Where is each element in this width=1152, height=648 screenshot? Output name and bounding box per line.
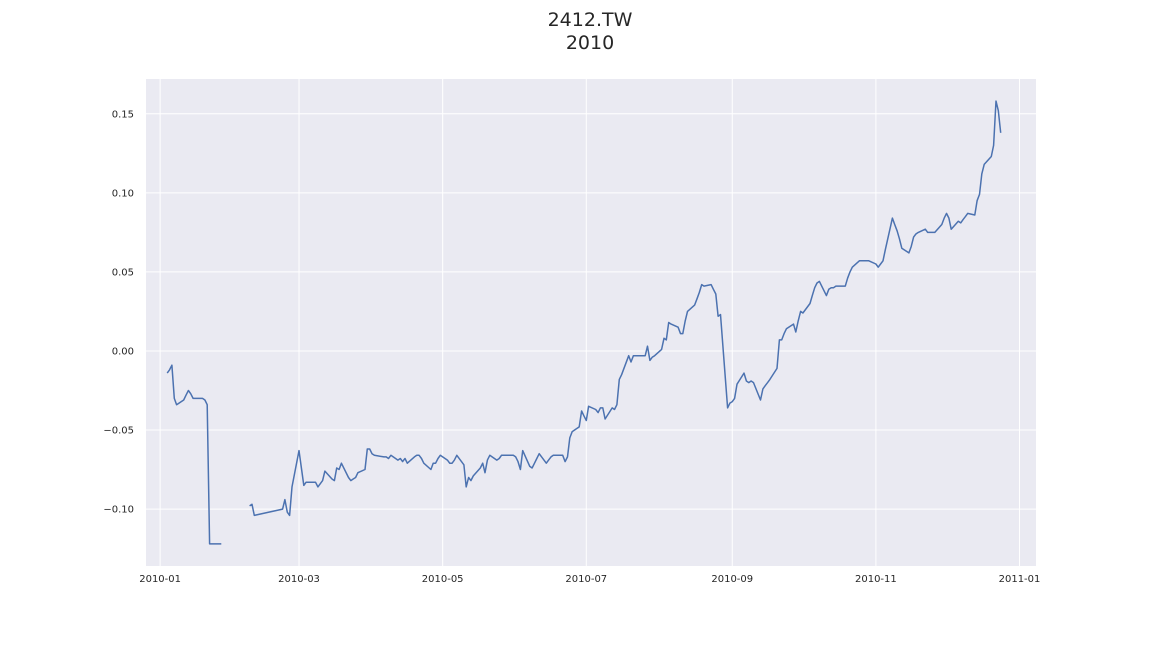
series-line <box>249 100 1002 517</box>
series-line <box>166 364 222 545</box>
y-tick-label: −0.10 <box>103 505 134 516</box>
chart-title: 2412.TW <box>547 9 633 31</box>
x-tick-label: 2010-05 <box>422 574 464 585</box>
series-layer <box>166 100 1002 545</box>
y-tick-label: 0.05 <box>112 267 134 278</box>
plot-area <box>146 79 1036 566</box>
y-tick-label: 0.15 <box>112 109 134 120</box>
y-tick-label: 0.10 <box>112 188 134 199</box>
y-axis-ticks: −0.10 −0.05 0.00 0.05 0.10 0.15 <box>103 109 134 515</box>
chart-subtitle: 2010 <box>565 32 615 54</box>
y-tick-label: 0.00 <box>112 346 134 357</box>
x-tick-label: 2010-07 <box>565 574 607 585</box>
x-axis-ticks: 2010-01 2010-03 2010-05 2010-07 2010-09 2010-… <box>139 574 1040 585</box>
x-tick-label: 2010-11 <box>855 574 897 585</box>
x-tick-label: 2010-01 <box>139 574 181 585</box>
x-tick-label: 2011-01 <box>999 574 1041 585</box>
x-tick-label: 2010-03 <box>278 574 320 585</box>
x-tick-label: 2010-09 <box>711 574 753 585</box>
grid-lines <box>146 79 1036 566</box>
y-tick-label: −0.05 <box>103 426 134 437</box>
